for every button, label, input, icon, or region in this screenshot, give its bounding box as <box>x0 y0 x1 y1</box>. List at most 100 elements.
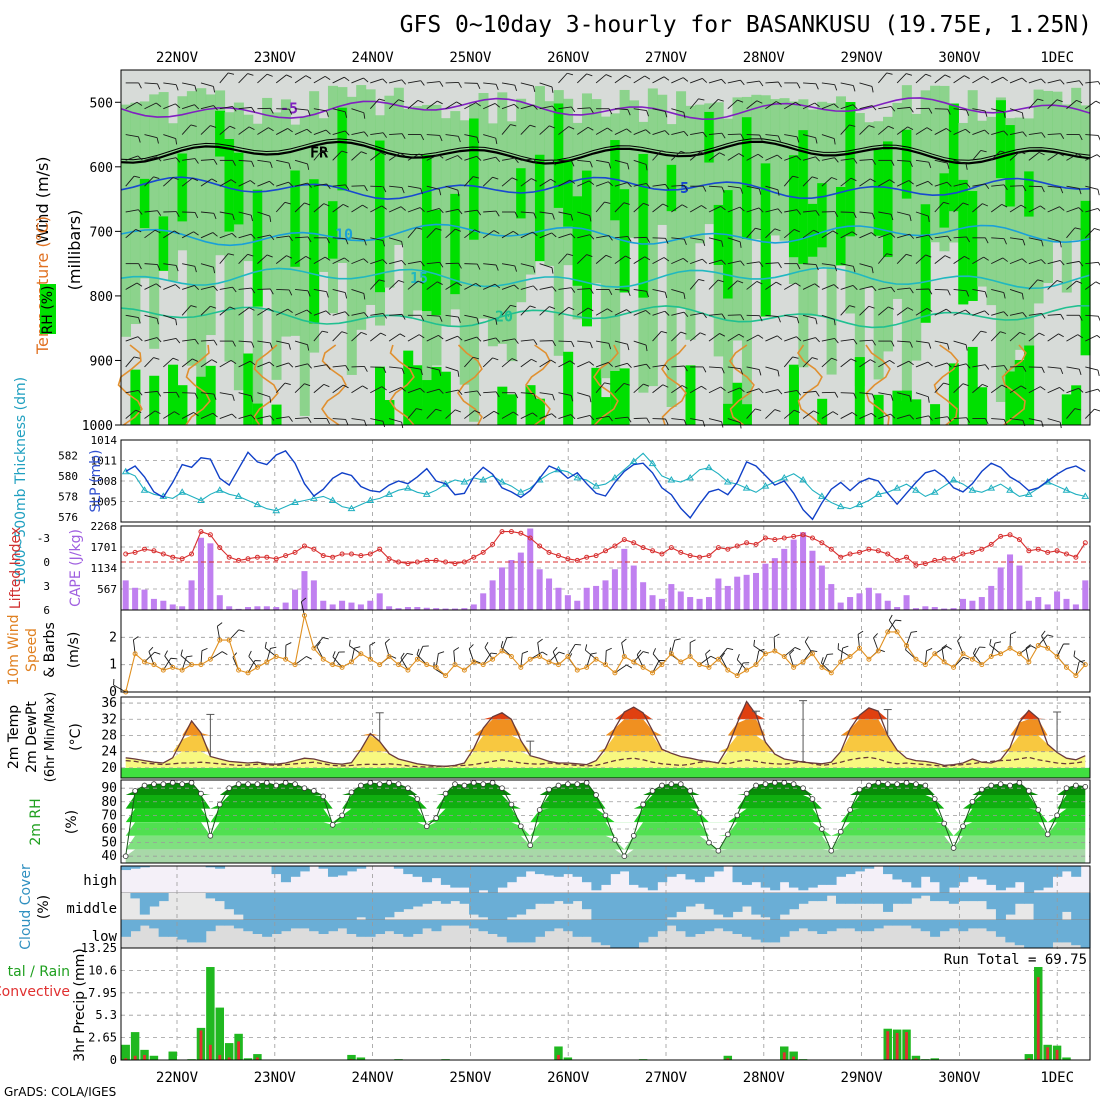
wind-barb <box>765 101 777 110</box>
wind-barb-flag <box>1000 150 1007 154</box>
lifted-index-marker <box>123 551 129 557</box>
cloud-bar-middle <box>694 893 705 904</box>
precip-total-bar <box>789 1051 798 1060</box>
wind-speed-marker <box>377 662 383 668</box>
wind-barb-flag <box>872 393 876 400</box>
wind-barb <box>765 154 778 161</box>
rh-marker <box>452 781 458 787</box>
cloud-bar-middle <box>299 893 310 920</box>
rh-high-band <box>741 117 752 239</box>
thickness-marker <box>366 496 375 503</box>
wind-barb <box>275 382 286 394</box>
wind-barb <box>840 338 854 342</box>
lifted-index-marker <box>424 557 430 563</box>
wind-barb-flag <box>231 413 237 419</box>
wind-barb <box>708 418 722 423</box>
wind-barb <box>652 364 666 368</box>
lifted-index-marker <box>753 541 759 547</box>
thickness-marker <box>197 496 205 503</box>
cloud-bar-middle <box>1071 893 1082 920</box>
wind-barb <box>351 418 365 421</box>
rh-marker <box>1007 782 1013 789</box>
wind-barb-flag <box>364 185 368 192</box>
wind-barb-flag <box>662 384 669 388</box>
wind-barb-flag <box>721 313 726 320</box>
rh-mid-band <box>694 104 705 244</box>
wind-barb-flag <box>232 160 236 166</box>
wind-barb-flag <box>363 258 369 264</box>
wind-barb-flag <box>833 319 836 326</box>
ylabel-10m-wind: 10m Wind <box>6 614 22 685</box>
wind-barb-flag <box>212 232 218 237</box>
wind-barb <box>520 412 533 419</box>
wind-barb <box>633 363 647 368</box>
wind-barb-flag <box>558 651 565 655</box>
wind-barb <box>351 77 364 84</box>
wind-barb-flag <box>175 103 181 109</box>
wind-barb <box>163 357 174 368</box>
cape-bar <box>141 589 148 610</box>
wind-barb <box>859 305 870 316</box>
wind-barb-flag <box>853 392 857 399</box>
wind-barb-flag <box>438 388 444 394</box>
wind-barb-flag <box>811 357 818 360</box>
wind-barb-flag <box>500 641 504 648</box>
wind-barb-flag <box>890 413 896 419</box>
cloud-bar-middle <box>854 893 865 904</box>
wind-barb-flag <box>831 177 838 181</box>
wind-barb <box>238 180 251 187</box>
cloud-bar-middle <box>911 893 922 899</box>
lifted-index-marker <box>461 559 467 565</box>
precip-conv-bar <box>143 1054 146 1060</box>
date-label-bottom: 27NOV <box>645 1070 688 1086</box>
cape-bar <box>442 608 449 610</box>
ylabel-millibars: (millibars) <box>65 210 84 291</box>
rh-marker <box>292 781 298 787</box>
wind-barb-flag <box>270 646 277 649</box>
wind-barb-flag <box>155 102 162 108</box>
lifted-index-marker <box>292 549 298 555</box>
rh-low-band <box>506 394 517 425</box>
cloud-bar-low <box>290 920 301 929</box>
lifted-index-marker <box>781 535 787 541</box>
isotherm-5 <box>120 176 1091 200</box>
cloud-bar-low <box>233 920 244 929</box>
wind-barb-flag <box>175 392 180 398</box>
wind-barb <box>596 159 609 164</box>
lifted-index-marker <box>800 532 806 538</box>
wind-barb <box>577 414 590 419</box>
wind-barb <box>746 100 758 110</box>
wind-barb <box>483 156 496 161</box>
cloud-bar-middle <box>459 893 470 904</box>
cloud-bar-middle <box>610 893 621 920</box>
wind-barb-flag <box>1060 314 1065 320</box>
wind-barb <box>1028 78 1042 84</box>
wind-barb-flag <box>627 290 631 297</box>
rh-high-band <box>553 103 564 208</box>
wind-barb <box>332 365 346 368</box>
wind-barb <box>652 331 662 342</box>
wind-speed-marker <box>687 653 693 659</box>
wind-barb-flag <box>833 284 839 289</box>
wind-barb <box>765 262 779 265</box>
wind-barb <box>426 261 440 265</box>
wind-barb <box>332 130 346 135</box>
wind-barb <box>332 418 346 420</box>
wind-barb-flag <box>853 212 857 219</box>
wind-barb <box>1028 152 1040 161</box>
wind-barb-flag <box>251 161 255 167</box>
thickness-marker <box>799 476 807 483</box>
cloud-bar-low <box>572 920 583 937</box>
wind-barb-flag <box>288 289 293 296</box>
lifted-index-marker <box>932 557 938 563</box>
wind-barb-flag <box>495 264 499 271</box>
wind-barb-flag <box>927 361 933 367</box>
wind-speed-marker <box>424 662 430 668</box>
cape-bar <box>386 606 393 610</box>
lifted-index-marker <box>452 561 458 567</box>
wind-barb-flag <box>269 396 272 403</box>
cloud-bar-high <box>497 866 508 888</box>
cloud-bar-middle <box>704 893 715 910</box>
cloud-bar-middle <box>375 893 386 920</box>
